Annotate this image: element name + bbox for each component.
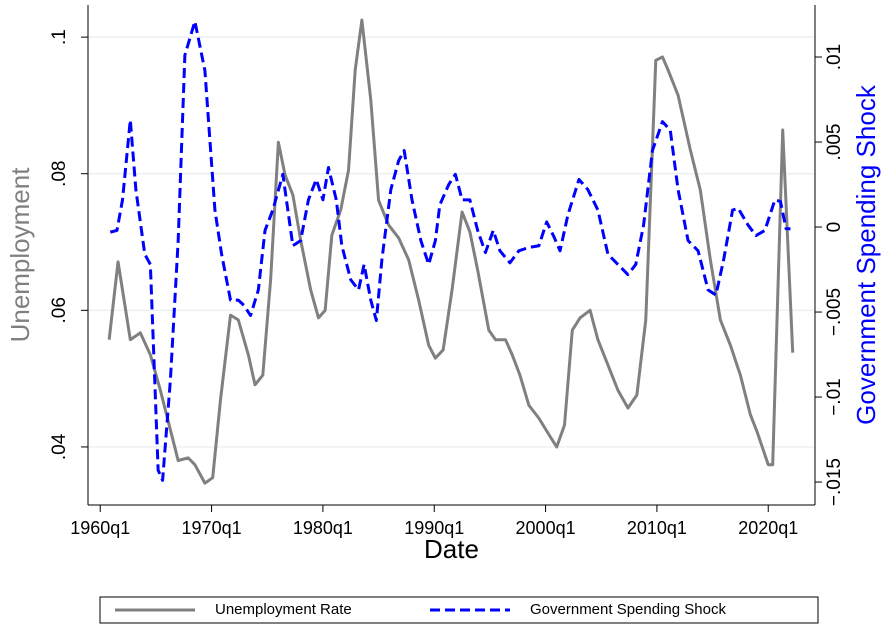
x-tick-label: 1960q1 bbox=[70, 518, 130, 538]
x-tick-label: 2020q1 bbox=[738, 518, 798, 538]
y2-tick-label: .005 bbox=[824, 124, 845, 161]
y-tick-label: .08 bbox=[49, 161, 70, 187]
x-tick-label: 1990q1 bbox=[404, 518, 464, 538]
x-tick-label: 1980q1 bbox=[293, 518, 353, 538]
legend-label: Government Spending Shock bbox=[530, 601, 726, 618]
x-tick-label: 2000q1 bbox=[516, 518, 576, 538]
y-tick-label: .06 bbox=[49, 297, 70, 323]
y2-tick-label: −.015 bbox=[824, 458, 845, 506]
y2-tick-label: −.01 bbox=[824, 378, 845, 416]
y2-tick-label: 0 bbox=[824, 222, 845, 233]
y-axis-title: Unemployment bbox=[5, 167, 35, 343]
legend-box bbox=[99, 596, 819, 624]
y2-axis-title: Government Spending Shock bbox=[851, 84, 881, 425]
x-axis-title: Date bbox=[424, 534, 479, 564]
x-tick-label: 1970q1 bbox=[182, 518, 242, 538]
series-line bbox=[107, 18, 795, 485]
legend-label: Unemployment Rate bbox=[215, 601, 352, 618]
y2-tick-label: .01 bbox=[824, 44, 845, 70]
y2-tick-label: −.005 bbox=[824, 288, 845, 336]
y-tick-label: .04 bbox=[49, 433, 70, 460]
y-tick-label: .1 bbox=[49, 29, 70, 45]
series-line bbox=[109, 19, 791, 482]
x-tick-label: 2010q1 bbox=[627, 518, 687, 538]
